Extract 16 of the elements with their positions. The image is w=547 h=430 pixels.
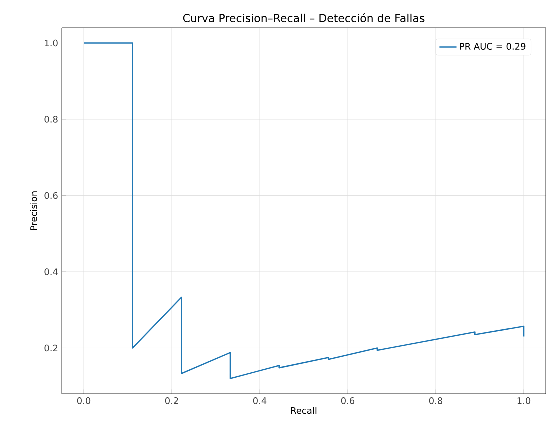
x-axis-title: Recall <box>291 407 317 414</box>
x-tick-label: 0.2 <box>165 398 178 404</box>
y-tick-label: 0.2 <box>44 344 58 352</box>
line-series <box>83 42 525 380</box>
y-tick-label: 1.0 <box>45 40 58 47</box>
chart-title: Curva Precision–Recall – Detección de Fallas <box>183 14 425 22</box>
y-axis-title: Precision <box>30 192 38 230</box>
y-tick-label: 0.4 <box>44 268 58 276</box>
legend-label: PR AUC = 0.29 <box>460 43 526 50</box>
y-tick-label: 0.8 <box>44 116 58 123</box>
y-tick-label: 0.6 <box>44 192 58 200</box>
x-tick-label: 0.8 <box>429 398 443 404</box>
x-tick-label: 0.6 <box>341 398 355 404</box>
x-tick-label: 1.0 <box>518 398 531 404</box>
x-tick-label: 0.0 <box>77 398 91 404</box>
x-tick-label: 0.4 <box>253 398 267 404</box>
